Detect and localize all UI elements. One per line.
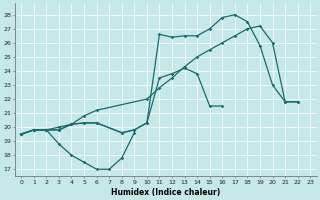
X-axis label: Humidex (Indice chaleur): Humidex (Indice chaleur) (111, 188, 220, 197)
